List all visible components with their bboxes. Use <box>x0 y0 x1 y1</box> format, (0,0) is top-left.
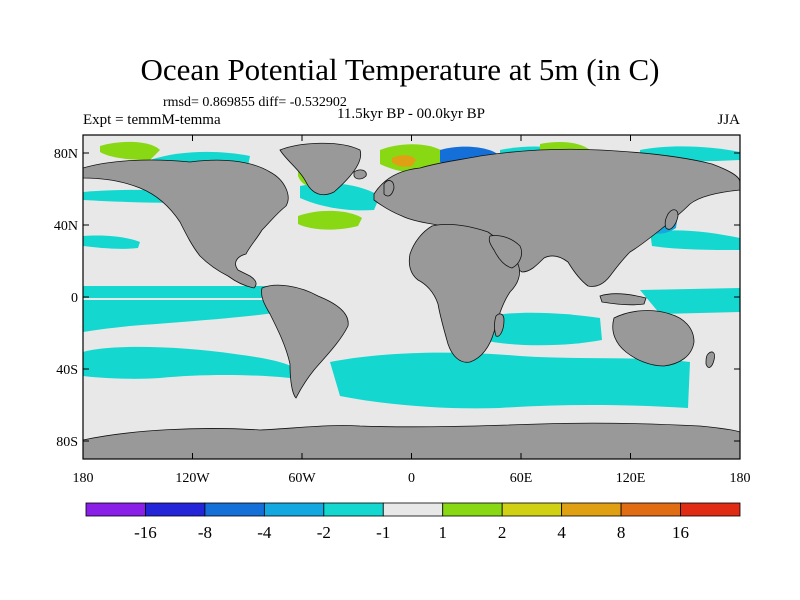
plot-title: Ocean Potential Temperature at 5m (in C) <box>140 52 660 87</box>
land-indonesia <box>599 293 647 306</box>
colorbar-box <box>382 502 444 517</box>
land-uk <box>383 180 395 197</box>
anomaly-patch-north-pacific-east <box>650 230 740 250</box>
period-label: 11.5kyr BP - 00.0kyr BP <box>336 106 486 122</box>
lat-tick-label: 80N <box>54 147 78 162</box>
anomaly-patch-north-pacific-west <box>83 235 140 249</box>
anomaly-patch-nordic-orange <box>392 155 416 167</box>
season-label: JJA <box>717 112 740 128</box>
colorbar-box <box>561 502 622 517</box>
lat-tick-label: 40N <box>54 219 78 234</box>
anomaly-patch-equatorial-pacific <box>83 286 278 298</box>
lon-tick-label: 60E <box>510 471 533 486</box>
lat-tick-label: 40S <box>56 363 78 378</box>
land-new-zealand <box>705 351 715 368</box>
anomaly-patch-indian-ocean <box>478 312 602 346</box>
land-iceland <box>353 169 367 180</box>
lat-tick-label: 0 <box>71 291 78 306</box>
axis-labels: 80N 40N 0 40S 80S 180 120W 60W 0 60E 120E 180 <box>54 147 751 486</box>
lon-tick-label: 0 <box>408 471 415 486</box>
land-north-america <box>83 159 289 289</box>
land-greenland <box>279 142 362 196</box>
anomaly-patch-arctic-green <box>100 141 160 160</box>
colorbar-box <box>501 502 563 517</box>
colorbar-label: -4 <box>257 523 272 542</box>
colorbar-box <box>204 502 265 517</box>
colorbar-label: 8 <box>617 523 626 542</box>
lat-tick-label: 80S <box>56 435 78 450</box>
lon-tick-label: 180 <box>73 471 94 486</box>
colorbar-box <box>145 502 206 517</box>
colorbar-box <box>85 502 146 517</box>
lon-tick-label: 120W <box>175 471 210 486</box>
anomaly-patch-west-pacific <box>640 288 740 314</box>
lon-tick-label: 120E <box>616 471 646 486</box>
anomaly-patch-southern-ocean <box>83 346 300 379</box>
axis-ticks <box>82 135 741 459</box>
experiment-label: Expt = temmM-temma <box>83 112 221 128</box>
land-arabia <box>488 235 522 269</box>
colorbar-label: -16 <box>134 523 157 542</box>
land-japan <box>664 209 679 230</box>
lon-tick-label: 180 <box>730 471 751 486</box>
colorbar-label: 2 <box>498 523 507 542</box>
colorbar-box <box>680 502 741 517</box>
anomaly-patch-south-pacific <box>83 300 282 332</box>
colorbar-box <box>323 502 384 517</box>
colorbar-label: 1 <box>438 523 447 542</box>
colorbar-label: -2 <box>317 523 331 542</box>
anomaly-patch-south-atlantic-indian <box>330 352 690 409</box>
colorbar-box <box>263 502 325 517</box>
lon-tick-label: 60W <box>288 471 316 486</box>
stats-label: rmsd= 0.869855 diff= -0.532902 <box>163 95 347 110</box>
colorbar-box <box>442 502 503 517</box>
land-antarctica <box>83 422 740 459</box>
land-australia <box>612 310 695 367</box>
colorbar-label: 4 <box>557 523 566 542</box>
land-masses <box>83 142 740 459</box>
colorbar-box <box>620 502 681 517</box>
colorbar-label: 16 <box>672 523 689 542</box>
map-area <box>83 135 740 459</box>
land-madagascar <box>494 313 505 337</box>
anomaly-patches <box>83 141 740 409</box>
anomaly-patch-north-atlantic-green <box>298 210 362 230</box>
land-south-america <box>261 284 349 399</box>
colorbar-label: -1 <box>376 523 390 542</box>
colorbar-label: -8 <box>198 523 212 542</box>
colorbar: -16 -8 -4 -2 -1 1 2 4 8 16 <box>85 502 741 542</box>
